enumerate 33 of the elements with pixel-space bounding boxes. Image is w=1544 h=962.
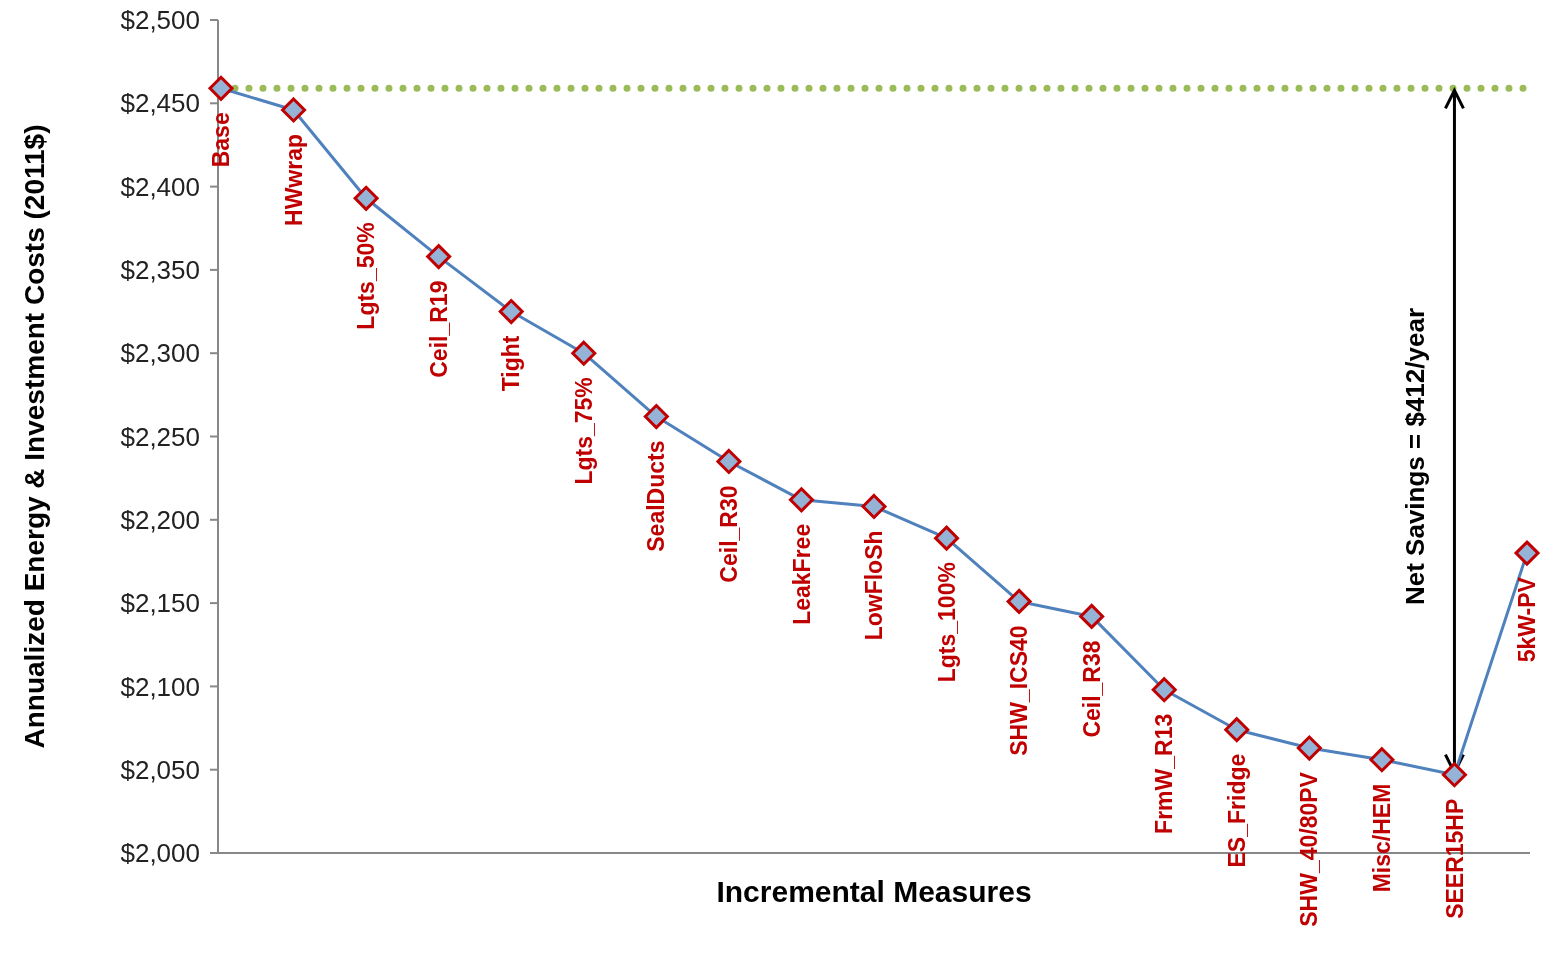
- y-tick-label: $2,300: [120, 338, 200, 369]
- y-tick-label: $2,400: [120, 171, 200, 202]
- x-tick-label: SHW_40/80PV: [1296, 771, 1323, 927]
- x-tick-label: FrmW_R13: [1151, 713, 1178, 834]
- x-tick-label: Lgts_50%: [353, 222, 380, 330]
- x-axis-title: Incremental Measures: [716, 875, 1032, 908]
- y-tick-label: $2,050: [120, 754, 200, 785]
- x-tick-label: HWwrap: [280, 133, 307, 226]
- y-tick-label: $2,150: [120, 588, 200, 619]
- y-tick-label: $2,200: [120, 504, 200, 535]
- x-tick-label: Lgts_75%: [570, 377, 597, 485]
- y-tick-label: $2,100: [120, 671, 200, 702]
- x-tick-label: LowFloSh: [861, 530, 888, 641]
- x-tick-label: Ceil_R30: [715, 485, 742, 583]
- x-tick-label: Ceil_R38: [1078, 640, 1105, 738]
- x-tick-label: SealDucts: [643, 440, 670, 552]
- y-tick-label: $2,350: [120, 255, 200, 285]
- x-tick-label: ES_Fridge: [1223, 753, 1250, 868]
- y-tick-label: $2,450: [120, 88, 200, 119]
- x-tick-label: Lgts_100%: [933, 562, 960, 683]
- x-tick-label: SHW_ICS40: [1006, 625, 1033, 756]
- x-tick-label: Base: [208, 112, 235, 168]
- y-tick-label: $2,000: [120, 838, 200, 869]
- x-tick-label: SEER15HP: [1441, 798, 1468, 919]
- y-axis-title: Annualized Energy & Investment Costs (2011$): [19, 124, 50, 749]
- x-tick-label: 5kW-PV: [1514, 576, 1541, 663]
- x-tick-label: Tight: [498, 335, 525, 392]
- x-tick-label: LeakFree: [788, 523, 815, 625]
- annotation: Net Savings = $412/year: [1400, 307, 1431, 606]
- y-tick-label: $2,500: [120, 5, 200, 36]
- x-tick-label: Ceil_R19: [425, 280, 452, 378]
- x-tick-label: Misc/HEM: [1368, 783, 1395, 893]
- y-tick-label: $2,250: [120, 421, 200, 452]
